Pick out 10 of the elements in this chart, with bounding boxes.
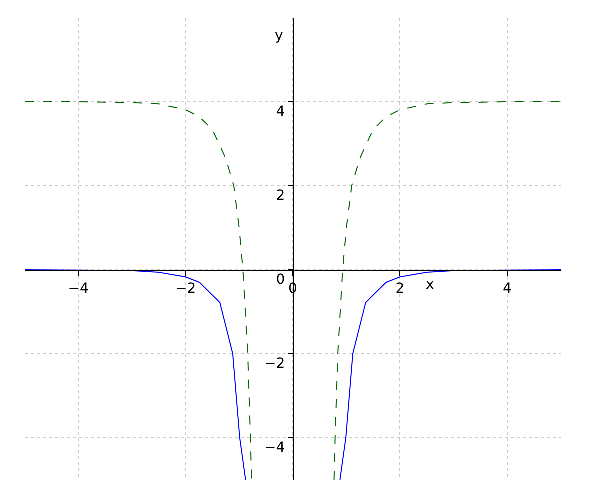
- x-tick-label: −2: [175, 280, 196, 297]
- y-tick-label: 2: [276, 188, 286, 204]
- y-tick-label: −2: [264, 356, 286, 372]
- y-tick-label: 4: [276, 104, 286, 120]
- x-tick-label: 2: [396, 280, 405, 297]
- x-tick-label: 4: [502, 280, 512, 297]
- y-tick-label: −4: [264, 440, 286, 456]
- x-axis-title: x: [426, 277, 434, 293]
- x-tick-label: −4: [68, 280, 90, 297]
- y-axis-title: y: [275, 28, 284, 44]
